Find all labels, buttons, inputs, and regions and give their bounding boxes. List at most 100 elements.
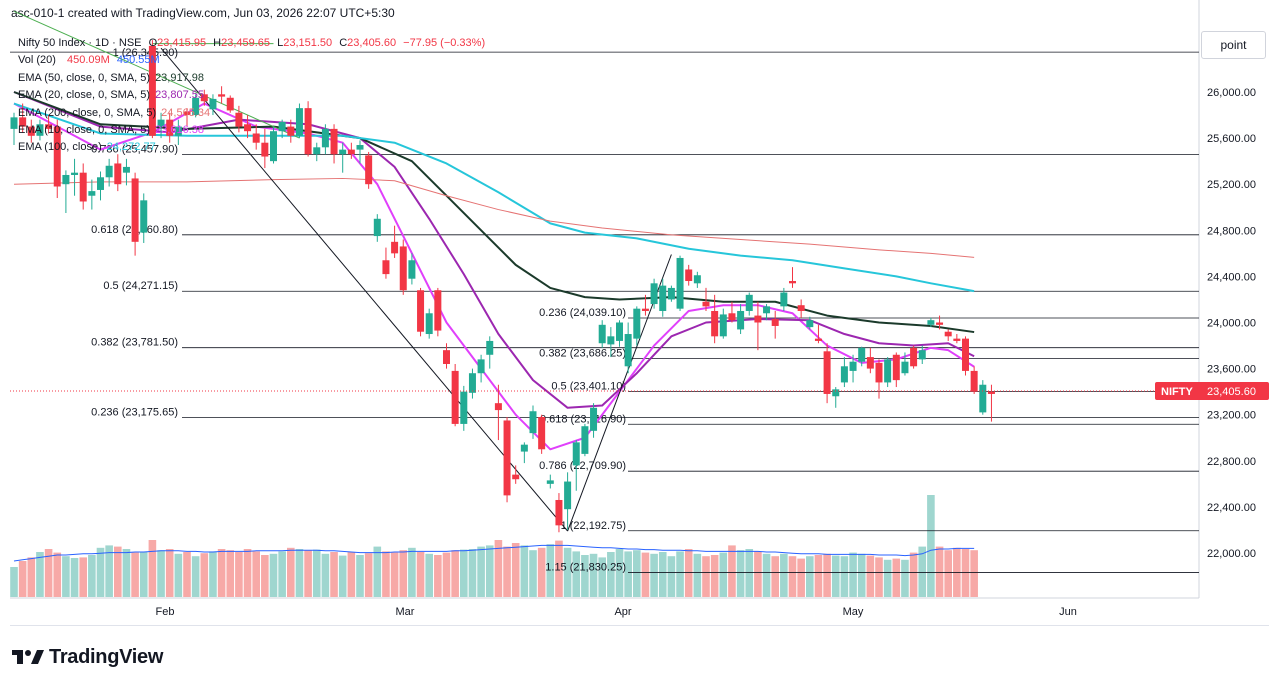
volume-bar bbox=[589, 553, 598, 597]
volume-bar bbox=[269, 553, 278, 597]
fib-level-label: 0.382 (23,686.25) bbox=[539, 348, 626, 360]
volume-bar bbox=[814, 555, 823, 597]
legend-volume-row[interactable]: Vol (20) 450.09M 450.55M bbox=[18, 52, 485, 69]
legend-indicator-value: 23,917.98 bbox=[155, 71, 204, 84]
candle-body bbox=[270, 131, 277, 162]
candle-body bbox=[771, 319, 779, 326]
volume-bar bbox=[702, 556, 710, 597]
volume-bar bbox=[217, 549, 226, 597]
volume-bar bbox=[944, 550, 952, 597]
fib-level-label: 0.236 (23,175.65) bbox=[91, 407, 178, 419]
candle-body bbox=[434, 290, 442, 331]
trendline bbox=[13, 10, 300, 139]
candle-body bbox=[719, 314, 727, 337]
candle-body bbox=[468, 373, 476, 393]
fib-level-label: 1 (26,345.90) bbox=[113, 47, 178, 59]
volume-bar bbox=[287, 547, 295, 597]
x-axis-tick-label: Mar bbox=[396, 606, 415, 618]
volume-bar bbox=[70, 558, 79, 597]
candle-body bbox=[451, 370, 459, 424]
volume-bar bbox=[321, 553, 330, 597]
volume-bar bbox=[918, 546, 927, 597]
x-axis-tick-label: Apr bbox=[614, 606, 631, 618]
volume-bar bbox=[434, 555, 442, 597]
legend-indicator-row[interactable]: EMA (200, close, 0, SMA, 5) 24,565.34 bbox=[18, 105, 485, 122]
volume-bar bbox=[771, 556, 779, 597]
fib-level-label: 0.786 (22,709.90) bbox=[539, 460, 626, 472]
point-button-label: point bbox=[1220, 38, 1247, 52]
candle-body bbox=[840, 366, 848, 383]
volume-bar bbox=[44, 549, 53, 597]
volume-bar bbox=[79, 557, 87, 597]
candle-body bbox=[244, 124, 252, 132]
candle-body bbox=[538, 417, 546, 450]
candle-body bbox=[901, 361, 909, 374]
candle-body bbox=[209, 98, 217, 110]
y-axis-tick-label: 23,600.00 bbox=[1207, 364, 1256, 376]
y-axis-tick-label: 26,000.00 bbox=[1207, 87, 1256, 99]
fib-level-label: 0.5 (23,401.10) bbox=[551, 381, 626, 393]
legend-symbol-row[interactable]: Nifty 50 Index · 1D · NSE O23,415.95 H23… bbox=[18, 35, 485, 52]
volume-bar bbox=[235, 552, 243, 597]
volume-bar bbox=[485, 545, 494, 597]
candle-body bbox=[745, 294, 753, 311]
candle-body bbox=[970, 370, 978, 392]
legend-indicator-row[interactable]: EMA (50, close, 0, SMA, 5) 23,917.98 bbox=[18, 70, 485, 87]
candle-body bbox=[313, 147, 321, 155]
candle-body bbox=[962, 338, 969, 371]
volume-bar bbox=[183, 552, 191, 597]
volume-bar bbox=[719, 552, 728, 597]
candle-body bbox=[581, 426, 589, 454]
volume-bar bbox=[901, 559, 909, 597]
volume-bar bbox=[347, 552, 356, 597]
y-axis-tick-label: 22,000.00 bbox=[1207, 548, 1256, 560]
candle-body bbox=[520, 444, 528, 452]
candle-body bbox=[295, 108, 303, 136]
volume-bar bbox=[382, 551, 390, 597]
last-price-tag bbox=[1155, 382, 1269, 401]
volume-bar bbox=[338, 555, 347, 597]
last-price-tag-symbol: NIFTY bbox=[1161, 386, 1193, 398]
x-axis-tick-label: Feb bbox=[156, 606, 175, 618]
candle-body bbox=[633, 308, 641, 339]
legend-indicator-row[interactable]: EMA (20, close, 0, SMA, 5) 23,807.55 bbox=[18, 87, 485, 104]
volume-bar bbox=[304, 550, 312, 597]
legend-indicator-label: EMA (100, close) bbox=[18, 141, 102, 154]
volume-bar bbox=[728, 545, 736, 597]
candle-body bbox=[486, 340, 494, 355]
y-axis-tick-label: 22,800.00 bbox=[1207, 456, 1256, 468]
candle-body bbox=[399, 246, 407, 291]
volume-bar bbox=[261, 555, 269, 597]
volume-bar bbox=[537, 547, 546, 597]
candle-body bbox=[200, 94, 208, 102]
candle-body bbox=[71, 172, 79, 175]
candle-body bbox=[140, 200, 148, 233]
legend-indicator-row[interactable]: EMA (100, close) 24,272.77 bbox=[18, 139, 485, 156]
legend-indicator-value: 23,616.38 bbox=[155, 123, 204, 136]
volume-bar bbox=[788, 556, 797, 597]
fib-level-label: 0.382 (23,781.50) bbox=[91, 337, 178, 349]
legend-indicator-row[interactable]: EMA (10, close, 0, SMA, 5) 23,616.38 bbox=[18, 122, 485, 139]
legend-l-label: L bbox=[277, 37, 284, 49]
point-button[interactable]: point bbox=[1201, 31, 1266, 59]
candle-body bbox=[183, 111, 191, 116]
candle-body bbox=[443, 350, 450, 364]
candle-body bbox=[131, 178, 139, 242]
candle-body bbox=[797, 305, 805, 311]
volume-bar bbox=[174, 553, 183, 597]
volume-bar bbox=[390, 552, 399, 597]
legend-symbol: Nifty 50 Index · 1D · NSE bbox=[18, 37, 142, 49]
fib-level-label: 0.236 (24,039.10) bbox=[539, 307, 626, 319]
volume-bar bbox=[96, 547, 105, 597]
candle-body bbox=[174, 126, 182, 136]
candle-body bbox=[910, 347, 918, 367]
y-axis-tick-label: 23,200.00 bbox=[1207, 410, 1256, 422]
candle-body bbox=[564, 481, 572, 510]
y-axis-tick-label: 24,000.00 bbox=[1207, 318, 1256, 330]
x-axis-tick-label: Jun bbox=[1059, 606, 1077, 618]
legend-c-label: C bbox=[339, 37, 348, 49]
volume-bar bbox=[468, 549, 477, 597]
legend-indicator-value: 24,272.77 bbox=[106, 141, 156, 154]
candle-body bbox=[659, 285, 667, 311]
